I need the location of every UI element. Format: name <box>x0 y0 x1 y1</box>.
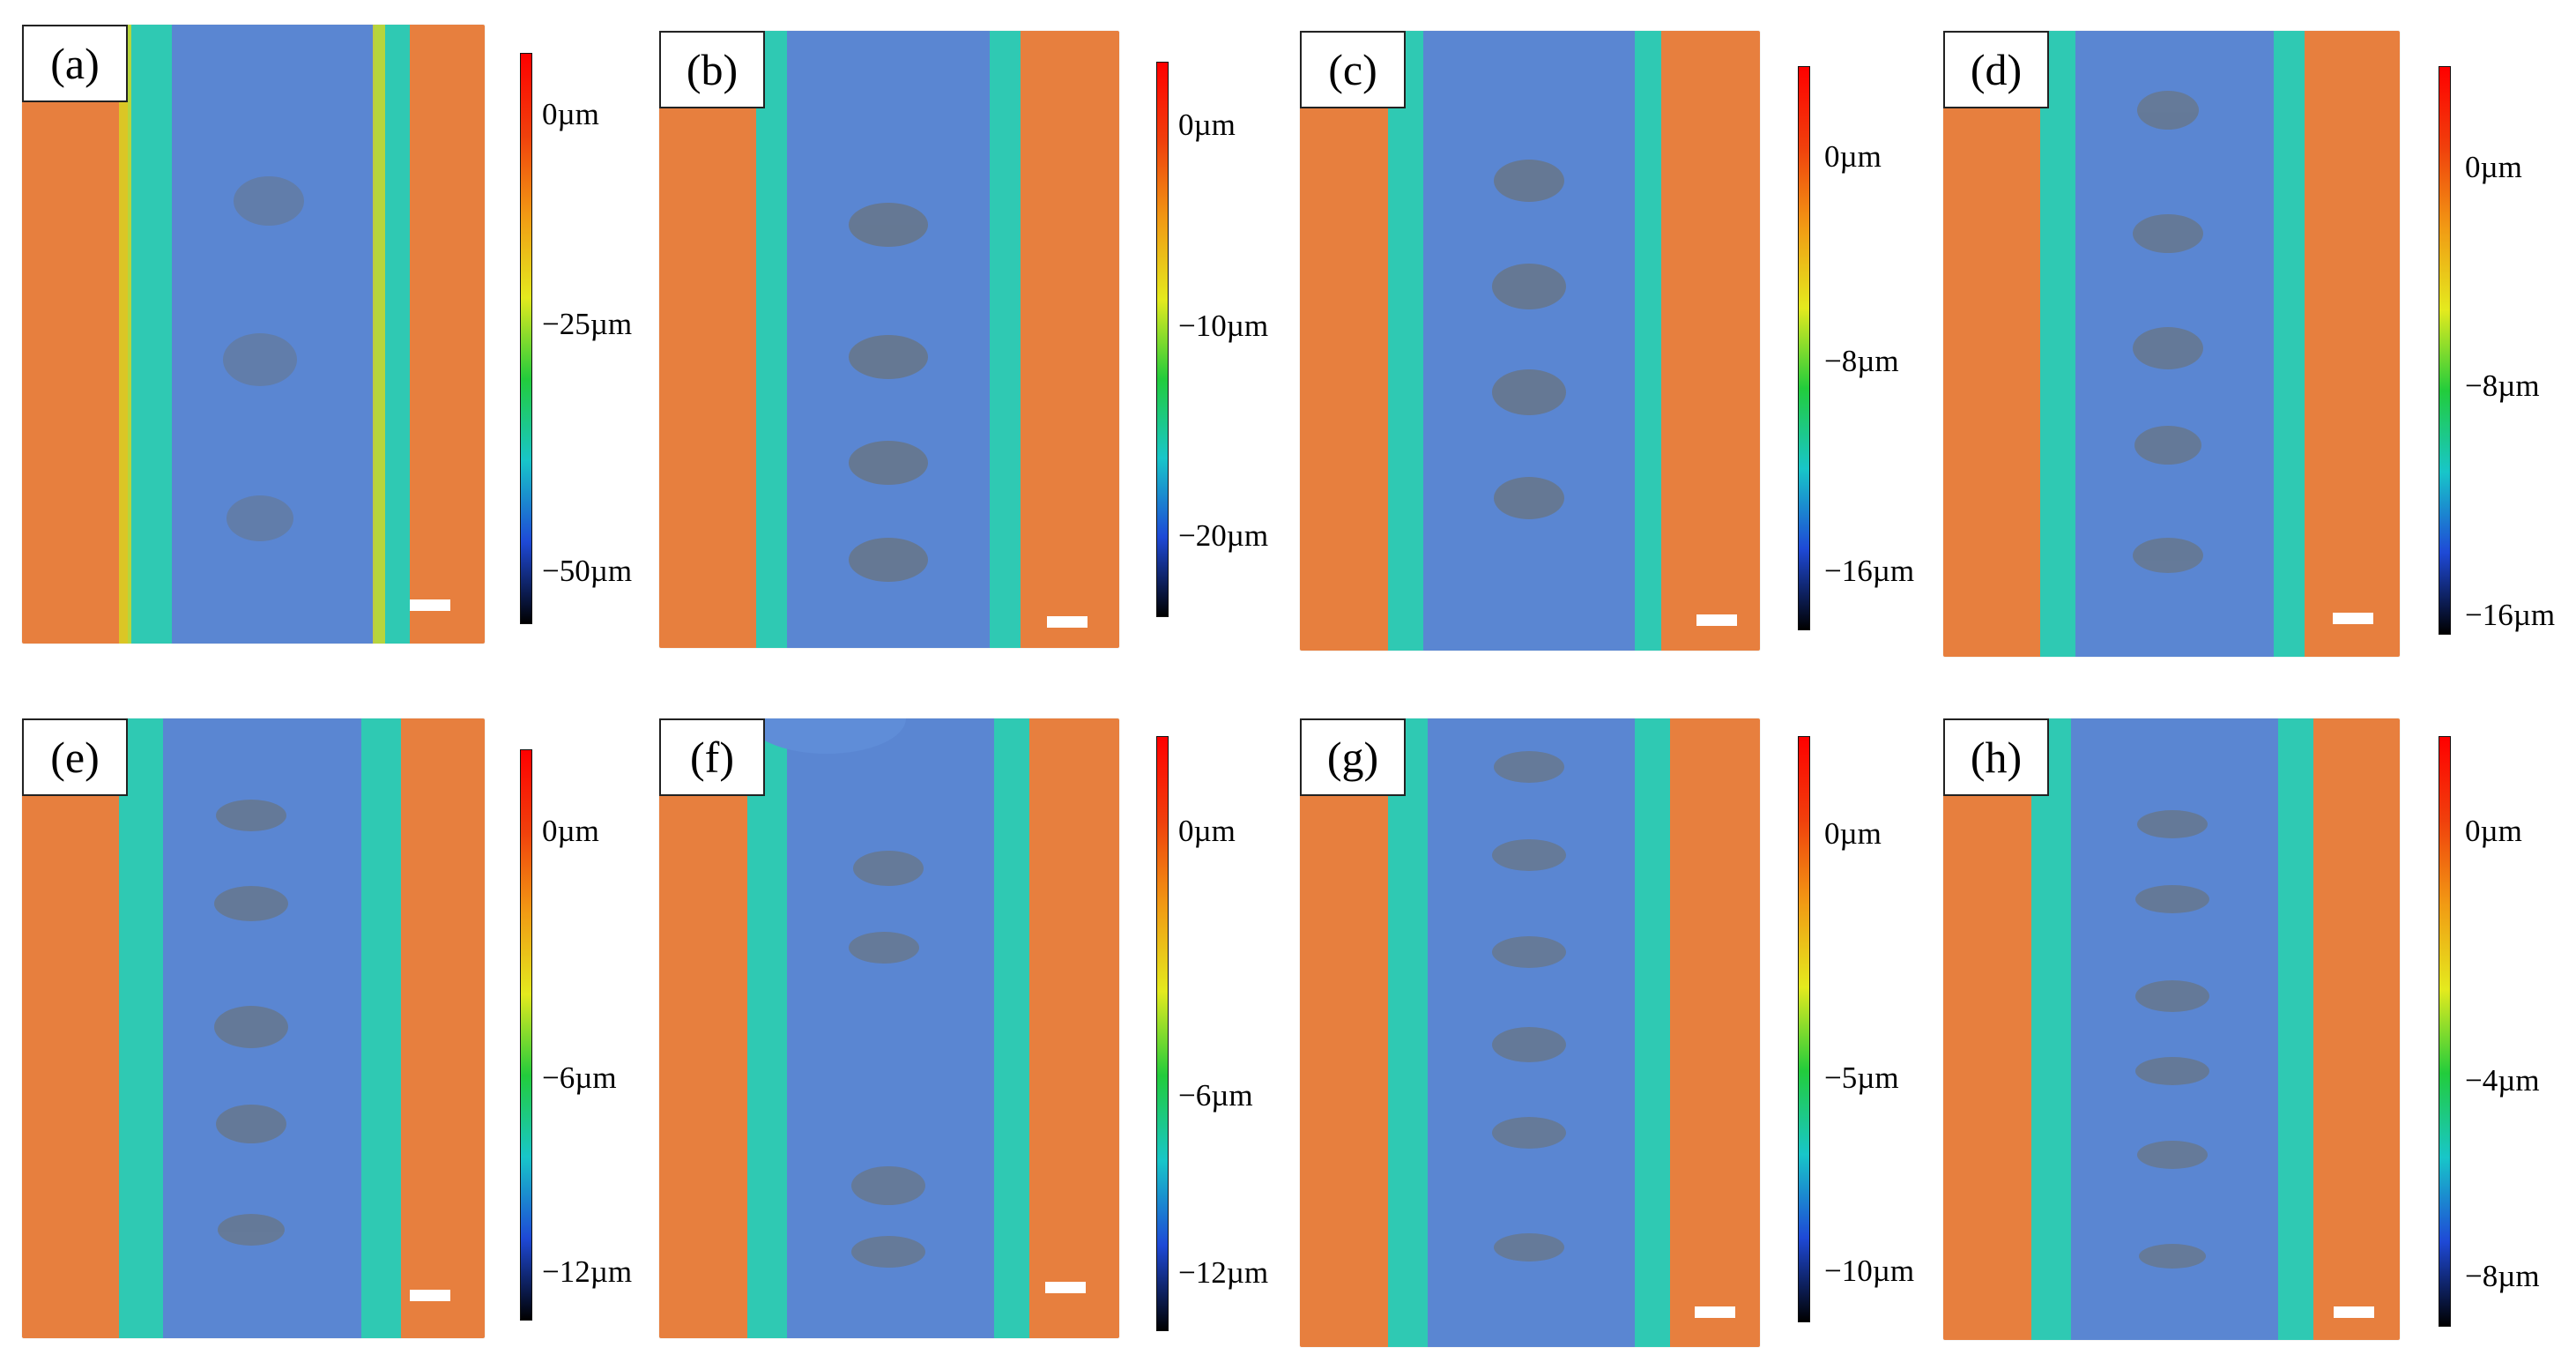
colorbar-tick-d-0: 0µm <box>2465 150 2522 184</box>
colorbar-c <box>1798 66 1810 630</box>
micrograph-f <box>659 718 1119 1338</box>
micrograph-h <box>1943 718 2400 1340</box>
colorbar-g <box>1798 736 1810 1322</box>
colorbar-tick-h-1: −4µm <box>2465 1063 2540 1098</box>
colorbar-tick-f-2: −12µm <box>1178 1255 1269 1290</box>
scale-bar-d <box>2333 613 2373 624</box>
colorbar-tick-a-2: −50µm <box>542 554 633 588</box>
scale-bar-g <box>1695 1306 1735 1318</box>
panel-label-a: (a) <box>22 25 128 102</box>
micrograph-b <box>659 31 1119 648</box>
colorbar-tick-h-0: 0µm <box>2465 814 2522 848</box>
colorbar-tick-e-2: −12µm <box>542 1254 633 1289</box>
colorbar-h <box>2439 736 2451 1327</box>
micrograph-g <box>1300 718 1760 1347</box>
colorbar-a <box>520 53 532 624</box>
colorbar-tick-h-2: −8µm <box>2465 1259 2540 1293</box>
colorbar-tick-g-0: 0µm <box>1824 816 1882 851</box>
colorbar-tick-f-0: 0µm <box>1178 814 1236 848</box>
colorbar-tick-b-0: 0µm <box>1178 108 1236 142</box>
panel-label-c: (c) <box>1300 31 1406 108</box>
colorbar-tick-a-0: 0µm <box>542 97 599 131</box>
colorbar-tick-c-2: −16µm <box>1824 554 1915 588</box>
panel-label-g: (g) <box>1300 718 1406 796</box>
colorbar-tick-e-1: −6µm <box>542 1061 617 1095</box>
colorbar-tick-f-1: −6µm <box>1178 1078 1253 1113</box>
scale-bar-e <box>410 1290 450 1301</box>
panel-label-d: (d) <box>1943 31 2049 108</box>
scale-bar-f <box>1045 1282 1086 1293</box>
colorbar-tick-g-2: −10µm <box>1824 1254 1915 1288</box>
micrograph-d <box>1943 31 2400 657</box>
colorbar-tick-d-1: −8µm <box>2465 368 2540 403</box>
colorbar-e <box>520 749 532 1321</box>
scale-bar-a <box>410 599 450 611</box>
colorbar-tick-e-0: 0µm <box>542 814 599 848</box>
colorbar-tick-b-1: −10µm <box>1178 309 1269 343</box>
micrograph-c <box>1300 31 1760 651</box>
scale-bar-h <box>2334 1306 2374 1318</box>
panel-label-h: (h) <box>1943 718 2049 796</box>
panel-label-f: (f) <box>659 718 765 796</box>
colorbar-tick-d-2: −16µm <box>2465 598 2556 632</box>
micrograph-e <box>22 718 485 1338</box>
colorbar-tick-a-1: −25µm <box>542 307 633 341</box>
colorbar-tick-c-0: 0µm <box>1824 139 1882 174</box>
panel-label-b: (b) <box>659 31 765 108</box>
colorbar-d <box>2439 66 2451 635</box>
panel-label-e: (e) <box>22 718 128 796</box>
micrograph-a <box>22 25 485 644</box>
colorbar-tick-c-1: −8µm <box>1824 344 1899 378</box>
scale-bar-c <box>1696 614 1737 626</box>
scale-bar-b <box>1047 616 1088 628</box>
colorbar-b <box>1156 62 1169 617</box>
colorbar-f <box>1156 736 1169 1331</box>
colorbar-tick-b-2: −20µm <box>1178 518 1269 553</box>
colorbar-tick-g-1: −5µm <box>1824 1061 1899 1095</box>
